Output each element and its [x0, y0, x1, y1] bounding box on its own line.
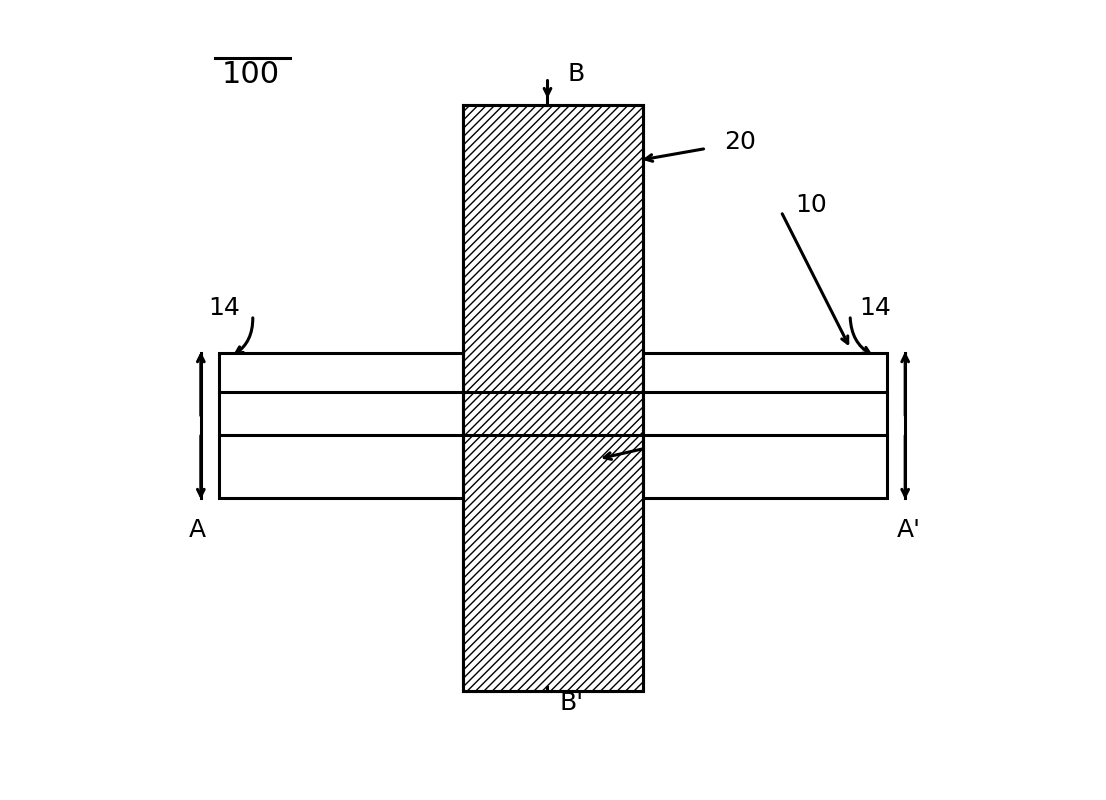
Text: 20: 20 [724, 130, 757, 154]
Text: 10: 10 [795, 193, 827, 217]
Text: B': B' [560, 690, 583, 714]
Bar [462, 106, 644, 691]
Text: 12: 12 [710, 437, 742, 461]
Text: B: B [567, 62, 584, 86]
Text: A: A [188, 518, 206, 542]
Text: S/D: S/D [298, 411, 345, 439]
Text: 100: 100 [221, 61, 280, 90]
Bar [462, 106, 644, 691]
Text: 14: 14 [208, 296, 240, 320]
Bar [219, 353, 462, 498]
Bar [644, 353, 887, 498]
Text: 14: 14 [859, 296, 891, 320]
Bar [462, 106, 644, 691]
Text: S/D: S/D [761, 411, 808, 439]
Text: A': A' [897, 518, 921, 542]
